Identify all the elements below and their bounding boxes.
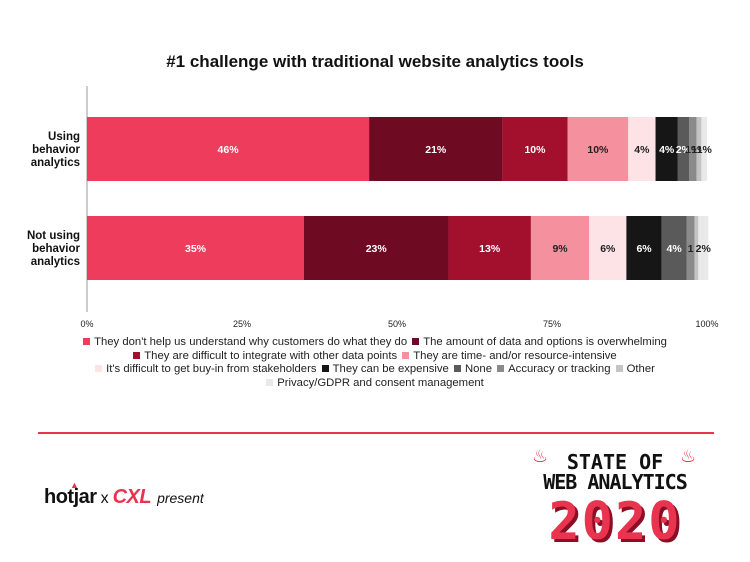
legend-swatch	[615, 365, 623, 372]
bar-segment	[677, 117, 690, 181]
brand-credits: hotjar ▲ x CXL present	[44, 480, 204, 509]
legend-label: The amount of data and options is overwh…	[423, 336, 667, 348]
legend-label: None	[464, 363, 492, 375]
legend-item: Privacy/GDPR and consent management	[266, 377, 484, 391]
data-label: 13%	[479, 243, 501, 255]
bar-segment	[655, 117, 678, 181]
badge-year: 2020	[548, 492, 682, 552]
legend-label: Other	[626, 363, 655, 375]
stacked-bar-chart: 46% 21% 10% 10% 4% 4% 2%1%1%1%Usingbehaviorana…	[27, 86, 719, 329]
chart-title: #1 challenge with traditional website an…	[166, 52, 584, 71]
legend-label: Privacy/GDPR and consent management	[277, 376, 484, 389]
data-label: 46%	[218, 144, 240, 156]
legend-item: They can be expensive	[321, 363, 449, 377]
legend-swatch	[412, 338, 420, 345]
bar-segment	[369, 117, 503, 181]
divider	[38, 432, 714, 434]
flame-icon-left: ♨	[532, 446, 549, 466]
data-label: 6%	[600, 243, 616, 255]
legend-label: They are time- and/or resource-intensive	[413, 349, 617, 362]
legend-item: None	[453, 363, 492, 377]
bar-segment	[87, 117, 370, 181]
hotjar-flame-icon: ▲	[70, 480, 79, 490]
legend-label: Accuracy or tracking	[508, 363, 611, 375]
x-tick-label: 50%	[388, 319, 406, 329]
legend-item: They are time- and/or resource-intensive	[402, 349, 617, 364]
data-label: 4%	[659, 144, 675, 156]
legend-swatch	[453, 365, 461, 372]
data-label: 23%	[366, 243, 388, 255]
badge-line-1: STATE OF	[566, 450, 664, 474]
brand-separator: x	[100, 490, 109, 507]
category-label: Using	[48, 131, 80, 143]
legend-item: Other	[615, 363, 655, 377]
x-tick-label: 25%	[233, 319, 251, 329]
category-label: behavior	[32, 144, 80, 156]
legend-swatch	[133, 351, 141, 359]
legend-item: The amount of data and options is overwh…	[412, 336, 667, 350]
legend-label: They don't help us understand why custom…	[94, 336, 408, 348]
flame-icon-right: ♨	[680, 446, 697, 466]
data-label: 2%	[696, 243, 712, 255]
legend-label: They are difficult to integrate with oth…	[144, 349, 398, 362]
data-label: 6%	[636, 243, 652, 255]
bar-segment	[502, 117, 568, 181]
badge-line-2: WEB ANALYTICS	[543, 470, 688, 494]
legend-item: They are difficult to integrate with oth…	[133, 350, 397, 364]
bar-segment	[696, 117, 702, 181]
data-label: 35%	[185, 243, 207, 255]
bar-segment	[694, 216, 699, 280]
present-text: present	[157, 490, 204, 506]
bar-segment	[448, 216, 531, 280]
bar-segment	[626, 216, 662, 280]
data-label: 10%	[587, 144, 609, 156]
x-tick-label: 75%	[543, 319, 561, 329]
category-label: analytics	[31, 256, 80, 268]
bar-segment	[567, 117, 629, 181]
data-label: 2%	[676, 144, 692, 156]
state-of-web-analytics-badge: ♨ ♨ STATE OF WEB ANALYTICS 2020	[510, 440, 720, 550]
legend-item: It's difficult to get buy-in from stakeh…	[95, 363, 317, 377]
bar-segment	[686, 216, 695, 280]
bar-segment	[698, 216, 709, 280]
legend-swatch	[83, 338, 91, 345]
data-label: 4%	[667, 243, 683, 255]
x-tick-label: 0%	[80, 319, 93, 329]
cxl-logo: CXL	[112, 486, 152, 508]
legend-swatch	[497, 365, 505, 372]
bar-segment	[304, 216, 449, 280]
legend-item: Accuracy or tracking	[497, 363, 610, 377]
data-label: 4%	[634, 144, 650, 156]
legend-swatch	[402, 351, 410, 359]
legend-swatch	[95, 365, 103, 372]
bar-segment	[589, 216, 627, 280]
legend-swatch	[266, 378, 274, 386]
legend-item: They don't help us understand why custom…	[83, 336, 407, 350]
category-label: analytics	[31, 157, 80, 169]
legend-label: It's difficult to get buy-in from stakeh…	[106, 363, 317, 375]
bar-segment	[628, 117, 656, 181]
hotjar-logo: hotjar	[44, 486, 97, 508]
bar-segment	[530, 216, 590, 280]
category-label: Not using	[27, 230, 80, 242]
data-label: 9%	[552, 243, 568, 255]
bar-segment	[701, 117, 707, 181]
legend-label: They can be expensive	[332, 363, 449, 375]
data-label: 10%	[524, 144, 546, 156]
data-label: 1	[688, 243, 694, 255]
x-tick-label: 100%	[695, 319, 718, 329]
chart-legend: They don't help us understand why custom…	[60, 336, 690, 390]
bar-segment	[87, 216, 304, 280]
data-label: 1%	[697, 144, 713, 156]
data-label: 21%	[425, 144, 447, 156]
legend-swatch	[321, 365, 329, 372]
bar-segment	[689, 117, 697, 181]
category-label: behavior	[32, 243, 80, 255]
bar-segment	[661, 216, 687, 280]
